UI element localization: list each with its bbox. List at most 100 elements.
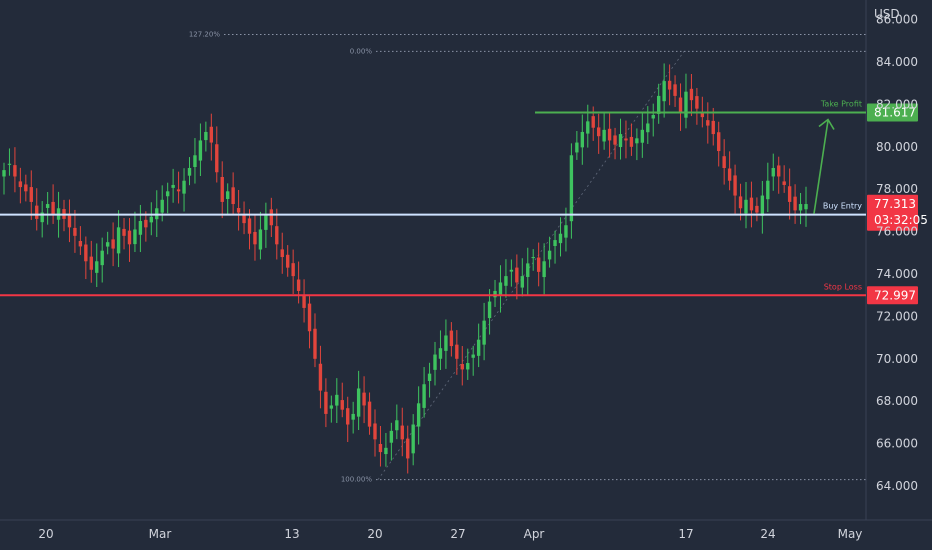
price-tick-label: 86.000 (876, 13, 918, 27)
candle-body (242, 215, 246, 224)
candle-body (624, 138, 628, 141)
currency-label: USD (874, 7, 900, 21)
candle-body (373, 423, 377, 440)
time-tick-label: 20 (367, 527, 382, 541)
candle-body (416, 403, 421, 427)
last-price-text: 77.313 (874, 197, 916, 211)
price-tick-label: 66.000 (876, 437, 918, 451)
candle-body (547, 250, 552, 260)
candle-body (755, 205, 759, 213)
candle-body (356, 388, 361, 417)
stop-loss-label: Stop Loss (824, 282, 862, 291)
price-tick-label: 76.000 (876, 225, 918, 239)
candle-body (291, 263, 295, 277)
candle-body (313, 328, 317, 359)
candle-body (340, 400, 344, 410)
candle-body (264, 214, 268, 230)
countdown-text: 03:32:05 (874, 213, 928, 227)
projection-arrowhead (818, 118, 835, 130)
candle-body (575, 142, 579, 153)
candle-body (296, 279, 301, 291)
take-profit-price-badge (867, 103, 918, 122)
candle-body (384, 447, 388, 455)
candle-body (302, 294, 306, 308)
candle-body (536, 257, 541, 272)
candle-body (695, 96, 699, 109)
candle-body (635, 138, 639, 144)
candle-body (466, 363, 470, 370)
candle-body (498, 282, 503, 295)
time-tick-label: May (838, 527, 863, 541)
candle-body (455, 344, 459, 359)
candle-body (471, 354, 475, 358)
candle-body (7, 163, 12, 165)
candle-body (215, 144, 219, 173)
price-tick-label: 80.000 (876, 140, 918, 154)
candle-body (204, 131, 208, 141)
candle-body (689, 88, 694, 101)
candle-body (165, 191, 170, 197)
candle-body (138, 221, 143, 235)
candle-body (722, 156, 726, 168)
candle-body (100, 250, 104, 266)
candle-body (706, 120, 710, 126)
candle-body (662, 81, 666, 102)
candle-body (307, 303, 312, 332)
candle-body (646, 123, 650, 133)
time-tick-label: 13 (284, 527, 299, 541)
candle-body (553, 240, 557, 246)
candle-body (782, 181, 786, 185)
candle-body (116, 227, 121, 254)
stop-loss-price-text: 72.997 (874, 288, 916, 302)
candle-body (438, 348, 443, 359)
candle-body (749, 197, 754, 211)
candle-body (144, 219, 148, 228)
candle-body (504, 276, 508, 286)
candle-body (542, 261, 546, 278)
candle-body (411, 424, 415, 454)
price-tick-label: 84.000 (876, 55, 918, 69)
candle-body (493, 290, 497, 298)
candle-body (275, 226, 279, 245)
candle-body (744, 199, 748, 214)
candle-body (449, 330, 454, 347)
candle-body (607, 128, 612, 141)
time-tick-label: 17 (678, 527, 693, 541)
time-axis: 20 Mar 13 20 27 Apr 17 24 May (38, 527, 862, 541)
price-tick-label: 78.000 (876, 182, 918, 196)
trade-levels: Take Profit Buy Entry Stop Loss 81.617 77.31… (0, 100, 928, 305)
candle-body (678, 97, 683, 113)
price-tick-label: 68.000 (876, 394, 918, 408)
time-tick-label: Apr (524, 527, 545, 541)
candle-body (395, 420, 399, 431)
candle-body (509, 269, 514, 272)
candle-body (105, 242, 110, 247)
time-tick-label: Mar (149, 527, 172, 541)
candle-body (111, 239, 115, 249)
price-axis: 64.000 66.000 68.000 70.000 72.000 74.000 76.0… (876, 13, 918, 493)
candle-body (531, 257, 535, 259)
candle-body (580, 131, 585, 148)
stop-loss-price-badge (867, 286, 918, 305)
candle-body (569, 155, 574, 222)
candle-body (318, 363, 323, 391)
candle-body (804, 204, 808, 210)
candle-body (127, 230, 132, 245)
projection-arrow (813, 120, 829, 214)
candle-body (280, 249, 284, 258)
candle-body (247, 218, 252, 234)
candle-body (29, 187, 33, 202)
candle-body (209, 126, 214, 143)
candle-body (367, 401, 372, 427)
candle-body (187, 168, 192, 176)
candle-body (667, 80, 672, 90)
candle-body (613, 135, 617, 145)
candle-body (591, 116, 595, 128)
candle-body (67, 213, 72, 228)
candle-body (231, 187, 235, 205)
candle-body (346, 408, 350, 425)
candle-body (733, 175, 737, 196)
candle-body (171, 184, 175, 188)
fib-level-label: 100.00% (341, 476, 372, 484)
